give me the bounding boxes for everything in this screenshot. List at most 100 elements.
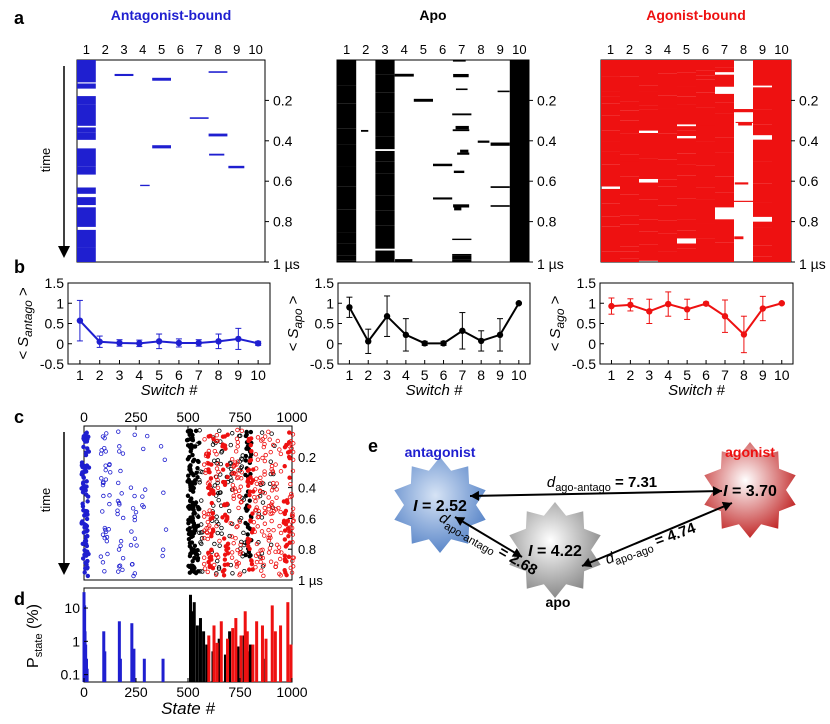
trajectory-point bbox=[245, 536, 251, 542]
occupancy-segment bbox=[77, 207, 96, 227]
occupancy-segment bbox=[677, 164, 696, 176]
trajectory-point bbox=[255, 457, 261, 462]
x-axis-label: Switch # bbox=[141, 382, 198, 399]
trajectory-point bbox=[239, 470, 244, 475]
occupancy-segment bbox=[228, 165, 245, 169]
occupancy-segment bbox=[453, 73, 469, 78]
trajectory-point bbox=[245, 483, 251, 488]
trajectory-point bbox=[225, 462, 230, 468]
occupancy-segment bbox=[452, 253, 472, 256]
population-bar bbox=[217, 638, 221, 682]
occupancy-segment bbox=[337, 60, 357, 86]
trajectory-point bbox=[195, 441, 200, 446]
trajectory-point bbox=[225, 474, 230, 480]
occupancy-segment bbox=[677, 153, 696, 165]
trajectory-point bbox=[252, 494, 257, 500]
trajectory-point bbox=[253, 466, 259, 471]
trajectory-point bbox=[249, 480, 254, 485]
occupancy-segment bbox=[658, 133, 677, 160]
population-bar bbox=[117, 621, 121, 682]
occupancy-segment bbox=[457, 152, 470, 155]
trajectory-point bbox=[185, 493, 191, 498]
trajectory-point bbox=[248, 443, 253, 448]
trajectory-point bbox=[215, 558, 220, 564]
y-tick-label: 1 bbox=[56, 295, 64, 311]
occupancy-segment bbox=[140, 184, 150, 187]
data-point bbox=[496, 331, 504, 339]
trajectory-point bbox=[230, 487, 236, 492]
trajectory-point bbox=[206, 434, 211, 439]
trajectory-point bbox=[201, 510, 207, 515]
trajectory-point bbox=[243, 458, 249, 463]
trajectory-point bbox=[120, 451, 126, 456]
column-label: 4 bbox=[401, 42, 408, 57]
occupancy-segment bbox=[620, 110, 639, 121]
trajectory-point bbox=[258, 548, 263, 553]
trajectory-point bbox=[104, 534, 110, 540]
trajectory-point bbox=[205, 569, 210, 575]
trajectory-point bbox=[259, 480, 265, 485]
trajectory-point bbox=[234, 524, 239, 530]
trajectory-point bbox=[101, 480, 106, 486]
trajectory-point bbox=[84, 516, 90, 522]
plot-frame bbox=[337, 282, 531, 365]
trajectory-point bbox=[202, 514, 207, 519]
x-tick-label: 8 bbox=[477, 367, 485, 383]
trajectory-point bbox=[245, 540, 251, 545]
trajectory-point bbox=[102, 525, 108, 531]
trajectory-point bbox=[116, 429, 121, 434]
trajectory-point bbox=[128, 542, 134, 548]
x-tick-label: 10 bbox=[774, 367, 790, 383]
column-label: 5 bbox=[683, 42, 690, 57]
occupancy-segment bbox=[375, 173, 395, 196]
trajectory-point bbox=[250, 511, 255, 516]
trajectory-point bbox=[230, 431, 235, 436]
occupancy-segment bbox=[620, 224, 639, 247]
column-label: 1 bbox=[83, 42, 90, 57]
trajectory-point bbox=[244, 429, 249, 435]
trajectory-point bbox=[201, 555, 207, 560]
trajectory-point bbox=[130, 562, 135, 567]
x-tick-label: 7 bbox=[721, 367, 729, 383]
trajectory-point bbox=[107, 462, 112, 467]
trajectory-point bbox=[196, 459, 201, 465]
x-tick-label: 1 bbox=[76, 367, 84, 383]
trajectory-point bbox=[117, 563, 123, 568]
occupancy-segment bbox=[452, 129, 470, 132]
x-tick-label: 7 bbox=[195, 367, 203, 383]
x-tick-label: 5 bbox=[683, 367, 691, 383]
trajectory-point bbox=[103, 477, 109, 482]
occupancy-segment bbox=[677, 60, 696, 73]
trajectory-point bbox=[104, 538, 110, 544]
trajectory-point bbox=[269, 518, 274, 524]
apo-label: apo bbox=[546, 594, 571, 610]
trajectory-point bbox=[118, 538, 124, 544]
trajectory-point bbox=[210, 511, 216, 516]
y-tick-label: -0.5 bbox=[572, 356, 596, 372]
trajectory-point bbox=[207, 523, 212, 528]
trajectory-point bbox=[231, 471, 236, 476]
arrow-head bbox=[721, 501, 732, 512]
trajectory-point bbox=[224, 547, 229, 553]
trajectory-point bbox=[215, 485, 221, 491]
trajectory-point bbox=[273, 549, 278, 555]
population-bar bbox=[279, 625, 283, 682]
trajectory-point bbox=[209, 547, 214, 553]
occupancy-segment bbox=[677, 104, 696, 125]
trajectory-point bbox=[248, 553, 253, 558]
trajectory-point bbox=[277, 447, 282, 452]
x-tick-label: 1000 bbox=[276, 409, 307, 425]
population-bar bbox=[255, 621, 259, 682]
trajectory-point bbox=[289, 570, 295, 575]
population-bar bbox=[245, 631, 249, 682]
trajectory-point bbox=[251, 519, 257, 525]
plot-frame bbox=[67, 282, 271, 365]
trajectory-point bbox=[233, 449, 239, 454]
trajectory-point bbox=[82, 570, 87, 575]
occupancy-segment bbox=[658, 186, 677, 206]
trajectory-point bbox=[81, 444, 86, 450]
trajectory-point bbox=[129, 529, 134, 534]
trajectory-point bbox=[202, 528, 207, 533]
occupancy-segment bbox=[658, 220, 677, 234]
occupancy-segment bbox=[77, 197, 96, 206]
